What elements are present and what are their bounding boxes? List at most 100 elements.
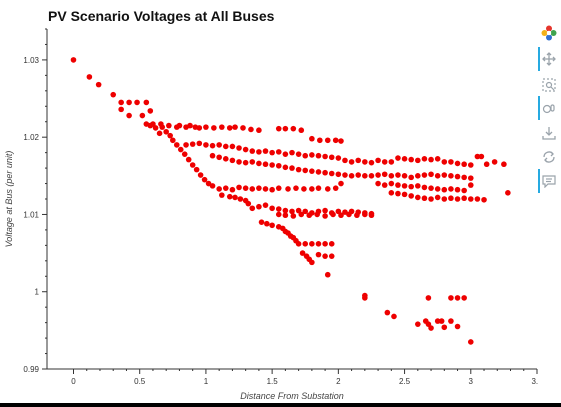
scatter-point xyxy=(236,184,242,191)
scatter-point xyxy=(309,168,315,174)
scatter-point xyxy=(289,149,295,156)
scatter-point xyxy=(428,325,434,331)
scatter-point xyxy=(201,176,208,183)
scatter-point xyxy=(322,207,328,214)
scatter-point xyxy=(441,172,448,178)
scatter-point xyxy=(301,186,307,192)
scatter-point xyxy=(478,153,485,160)
scatter-point xyxy=(481,196,487,203)
scatter-point xyxy=(309,259,315,266)
scatter-point xyxy=(249,186,256,192)
scatter-point xyxy=(229,186,236,193)
scatter-point xyxy=(95,81,102,88)
x-tick-label: 2.5 xyxy=(399,377,411,386)
scatter-point xyxy=(454,160,461,167)
scatter-point xyxy=(232,194,238,201)
scatter-point xyxy=(285,186,291,192)
scatter-point xyxy=(295,241,302,247)
scatter-point xyxy=(315,152,322,159)
reset-icon[interactable] xyxy=(540,148,558,166)
scatter-point xyxy=(408,193,414,199)
scatter-point xyxy=(249,205,256,212)
scatter-point xyxy=(290,213,297,219)
bokeh-logo-icon[interactable] xyxy=(540,24,558,42)
scatter-point xyxy=(461,295,467,301)
scatter-point xyxy=(256,185,262,191)
scatter-point xyxy=(249,148,256,154)
scatter-point xyxy=(289,208,295,215)
scatter-point xyxy=(295,166,302,173)
scatter-point xyxy=(203,124,209,130)
scatter-point xyxy=(330,211,336,218)
scatter-point xyxy=(166,122,172,129)
scatter-point xyxy=(448,318,454,324)
scatter-point xyxy=(309,241,315,247)
scatter-point xyxy=(203,142,209,148)
scatter-point xyxy=(501,161,507,168)
scatter-point xyxy=(395,190,401,197)
scatter-point xyxy=(491,159,498,165)
scatter-point xyxy=(282,164,289,171)
wheel-zoom-icon[interactable] xyxy=(540,100,558,118)
scatter-point xyxy=(275,125,282,132)
scatter-point xyxy=(256,127,262,134)
scatter-point xyxy=(229,157,236,164)
scatter-point xyxy=(428,171,434,178)
scatter-point xyxy=(118,99,124,106)
box-zoom-icon[interactable] xyxy=(540,76,558,94)
scatter-point xyxy=(275,162,282,169)
scatter-point xyxy=(236,145,242,151)
scatter-point xyxy=(505,190,511,196)
x-tick-label: 3.5 xyxy=(531,377,538,386)
scatter-point xyxy=(242,185,249,191)
scatter-point xyxy=(248,126,254,133)
scatter-point xyxy=(256,149,262,155)
scatter-point xyxy=(275,185,282,191)
scatter-point xyxy=(335,171,342,178)
scatter-point xyxy=(232,124,238,130)
scatter-point xyxy=(322,169,328,176)
scatter-point xyxy=(264,220,270,227)
scatter-point xyxy=(126,99,132,106)
scatter-point xyxy=(193,166,200,173)
scatter-point xyxy=(302,208,309,215)
scatter-point xyxy=(368,212,375,219)
scatter-point xyxy=(355,157,362,164)
scatter-point xyxy=(441,159,448,165)
scatter-point xyxy=(441,324,448,331)
scatter-point xyxy=(298,127,305,134)
scatter-point xyxy=(328,241,335,247)
hover-active-indicator xyxy=(538,169,540,193)
scatter-point xyxy=(156,130,163,137)
scatter-point xyxy=(401,156,408,162)
scatter-point xyxy=(328,170,335,177)
scatter-point xyxy=(448,195,454,202)
scatter-point xyxy=(158,121,164,127)
scatter-point xyxy=(332,185,339,191)
scatter-point xyxy=(309,152,315,158)
scatter-point xyxy=(428,185,434,191)
scatter-point xyxy=(415,321,421,327)
x-tick-label: 0.5 xyxy=(134,377,146,386)
scatter-point xyxy=(401,191,408,198)
chart-title: PV Scenario Voltages at All Buses xyxy=(48,8,275,24)
scatter-point xyxy=(388,173,395,179)
scatter-point xyxy=(163,128,169,135)
save-icon[interactable] xyxy=(540,124,558,142)
scatter-point xyxy=(375,157,381,164)
scatter-point xyxy=(282,125,289,132)
scatter-point xyxy=(434,156,441,162)
scatter-point xyxy=(467,196,474,202)
plot-canvas[interactable]: 0 0.5 1 1.5 2 2.5 3 3.5 0.99 1 1.01 1.02 1.03 Distanc… xyxy=(0,0,538,403)
hover-icon[interactable] xyxy=(540,172,558,190)
scatter-point xyxy=(242,146,249,153)
scatter-point xyxy=(302,241,309,247)
scatter-point xyxy=(375,172,381,178)
scatter-point xyxy=(428,196,434,202)
scatter-points xyxy=(70,57,511,345)
scatter-point xyxy=(421,184,428,191)
scatter-point xyxy=(299,250,306,256)
scatter-point xyxy=(185,156,192,163)
pan-icon[interactable] xyxy=(540,50,558,68)
scatter-point xyxy=(362,173,368,179)
